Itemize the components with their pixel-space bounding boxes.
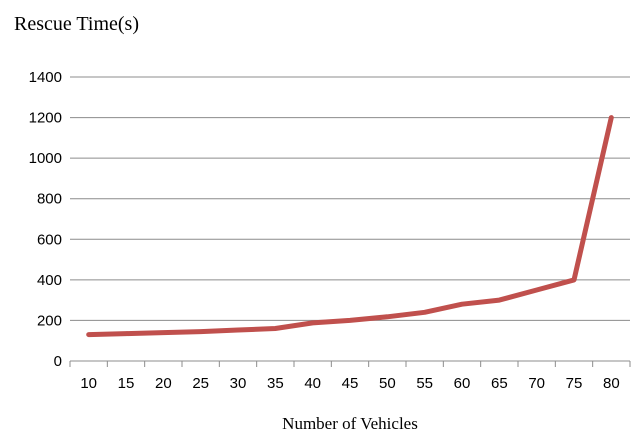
gridlines (70, 76, 630, 321)
x-tick-label: 55 (416, 375, 433, 392)
x-tick-label: 60 (454, 375, 471, 392)
x-tick-marks (69, 361, 631, 367)
x-tick-label: 70 (528, 375, 545, 392)
x-tick-label: 15 (118, 375, 135, 392)
y-tick-label: 400 (37, 272, 62, 289)
x-tick-label: 25 (192, 375, 209, 392)
x-tick-label: 80 (603, 375, 620, 392)
y-tick-label: 600 (37, 231, 62, 248)
x-tick-label: 35 (267, 375, 284, 392)
series-group (86, 115, 614, 338)
x-tick-label: 40 (304, 375, 321, 392)
x-tick-label: 65 (491, 375, 508, 392)
y-tick-labels: 0 200 400 600 800 1000 1200 1400 (29, 69, 62, 370)
y-tick-label: 0 (54, 353, 62, 370)
x-tick-label: 30 (230, 375, 247, 392)
x-tick-label: 10 (80, 375, 97, 392)
x-tick-labels: 10 15 20 25 30 35 40 45 50 55 60 65 70 75 80 (80, 375, 619, 392)
x-tick-label: 50 (379, 375, 396, 392)
x-tick-label: 75 (566, 375, 583, 392)
y-tick-label: 200 (37, 312, 62, 329)
y-tick-label: 1200 (29, 110, 62, 127)
y-axis-label: Rescue Time(s) (14, 13, 139, 35)
series-line (86, 115, 614, 338)
y-tick-label: 800 (37, 191, 62, 208)
x-tick-label: 45 (342, 375, 359, 392)
x-axis-label: Number of Vehicles (282, 414, 418, 433)
y-tick-label: 1400 (29, 69, 62, 86)
x-tick-label: 20 (155, 375, 172, 392)
y-tick-label: 1000 (29, 150, 62, 167)
